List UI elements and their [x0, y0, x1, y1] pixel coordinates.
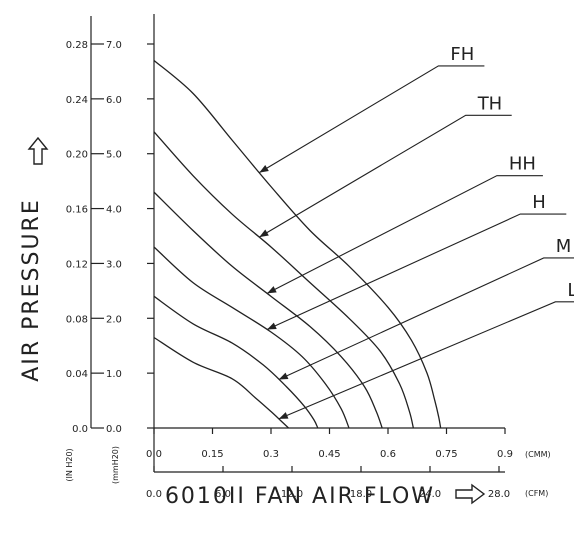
- annotation-label-m: M: [556, 236, 572, 257]
- y-tick-label-mm: 5.0: [106, 150, 122, 161]
- y-tick-label-inch: 0.12: [66, 259, 88, 270]
- y-tick-label-mm: 0.0: [106, 424, 122, 435]
- annotation-leader-h: [266, 213, 567, 331]
- y-tick-label-inch: 0.0: [72, 424, 88, 435]
- x-tick-label-cmm: 0.15: [201, 449, 223, 460]
- x-tick-label-cfm: 24.0: [419, 489, 441, 500]
- annotation-leader-l: [278, 301, 574, 420]
- x-unit-cfm: (CFM): [525, 489, 548, 498]
- series-line-hh: [153, 191, 383, 429]
- y-tick-label-mm: 4.0: [106, 205, 122, 216]
- x-tick-label-cmm: 0.0: [146, 449, 162, 460]
- y-tick-label-mm: 6.0: [106, 95, 122, 106]
- y-tick-label-mm: 1.0: [106, 369, 122, 380]
- y-tick-label-inch: 0.24: [66, 95, 88, 106]
- series-line-l: [153, 336, 289, 429]
- y-tick-label-mm: 3.0: [106, 259, 122, 270]
- annotation-arrowhead-fh: [259, 165, 269, 173]
- y-tick-label-mm: 2.0: [106, 314, 122, 325]
- y-tick-label-inch: 0.04: [66, 369, 88, 380]
- annotation-leader-th: [259, 114, 512, 238]
- annotation-label-l: L: [567, 280, 574, 301]
- x-unit-cmm: (CMM): [525, 450, 551, 459]
- x-tick-label-cmm: 0.75: [435, 449, 457, 460]
- annotation-arrowhead-l: [278, 412, 289, 419]
- x-tick-label-cmm: 0.6: [380, 449, 396, 460]
- y-tick-label-inch: 0.16: [66, 205, 88, 216]
- y-tick-label-mm: 7.0: [106, 40, 122, 51]
- annotation-leader-fh: [259, 65, 485, 174]
- x-tick-label-cmm: 0.9: [497, 449, 513, 460]
- annotation-arrowhead-th: [259, 229, 269, 238]
- x-axis-title: 6010II FAN AIR FLOW: [165, 484, 435, 509]
- y-tick-label-inch: 0.20: [66, 150, 88, 161]
- annotation-arrowhead-hh: [267, 286, 277, 294]
- series-line-h: [153, 246, 350, 429]
- y-unit-inch: (IN H20): [65, 448, 74, 481]
- annotation-label-h: H: [532, 192, 546, 213]
- x-tick-label-cmm: 0.3: [263, 449, 279, 460]
- annotation-label-hh: HH: [509, 154, 536, 175]
- x-tick-label-cfm: 12.0: [281, 489, 303, 500]
- y-tick-label-inch: 0.28: [66, 40, 88, 51]
- right-arrow-icon: [455, 483, 486, 505]
- annotation-label-fh: FH: [450, 44, 474, 65]
- x-tick-label-cmm: 0.45: [318, 449, 340, 460]
- annotation-arrowhead-h: [267, 322, 277, 330]
- up-arrow-icon: [27, 136, 49, 165]
- series-line-m: [153, 295, 319, 429]
- x-tick-label-cfm: 6.0: [215, 489, 231, 500]
- x-tick-label-cfm: 0.0: [146, 489, 162, 500]
- x-tick-label-cfm: 28.0: [488, 489, 510, 500]
- series-line-fh: [153, 59, 442, 429]
- annotation-leader-hh: [266, 175, 543, 294]
- y-unit-mm: (mmH20): [111, 446, 120, 484]
- y-tick-label-inch: 0.08: [66, 314, 88, 325]
- y-axis-title: AIR PRESSURE: [19, 198, 44, 382]
- annotation-leader-m: [278, 257, 574, 381]
- annotation-arrowhead-m: [278, 372, 289, 380]
- annotation-label-th: TH: [477, 93, 503, 114]
- x-tick-label-cfm: 18.0: [350, 489, 372, 500]
